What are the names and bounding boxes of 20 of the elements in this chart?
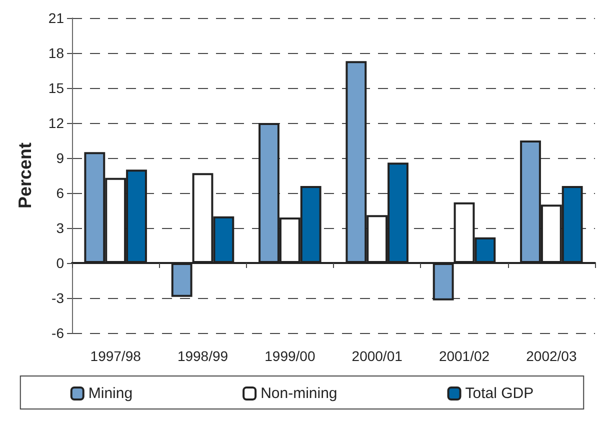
- legend-label: Total GDP: [465, 385, 534, 402]
- x-tick-label: 2001/02: [438, 348, 490, 364]
- y-tick-label: 3: [56, 220, 64, 236]
- legend-label: Non-mining: [260, 385, 338, 402]
- y-tick-label: -6: [52, 325, 64, 341]
- legend-label: Mining: [88, 385, 133, 402]
- y-tick-label: 12: [48, 115, 64, 131]
- x-tick-label: 1998/99: [177, 348, 228, 364]
- y-axis-title: Percent: [15, 142, 35, 209]
- y-tick-label: 15: [48, 80, 64, 96]
- y-tick-label: 6: [56, 185, 64, 201]
- y-tick-label: 18: [48, 45, 64, 61]
- x-tick-label: 2002/03: [526, 348, 577, 364]
- y-tick-label: 21: [48, 10, 64, 26]
- y-tick-label: 9: [56, 150, 64, 166]
- x-tick-label: 1997/98: [90, 348, 142, 364]
- y-tick-label: 0: [56, 255, 64, 271]
- y-tick-label: -3: [52, 290, 64, 306]
- x-tick-label: 2000/01: [352, 348, 403, 364]
- x-tick-label: 1999/00: [264, 348, 316, 364]
